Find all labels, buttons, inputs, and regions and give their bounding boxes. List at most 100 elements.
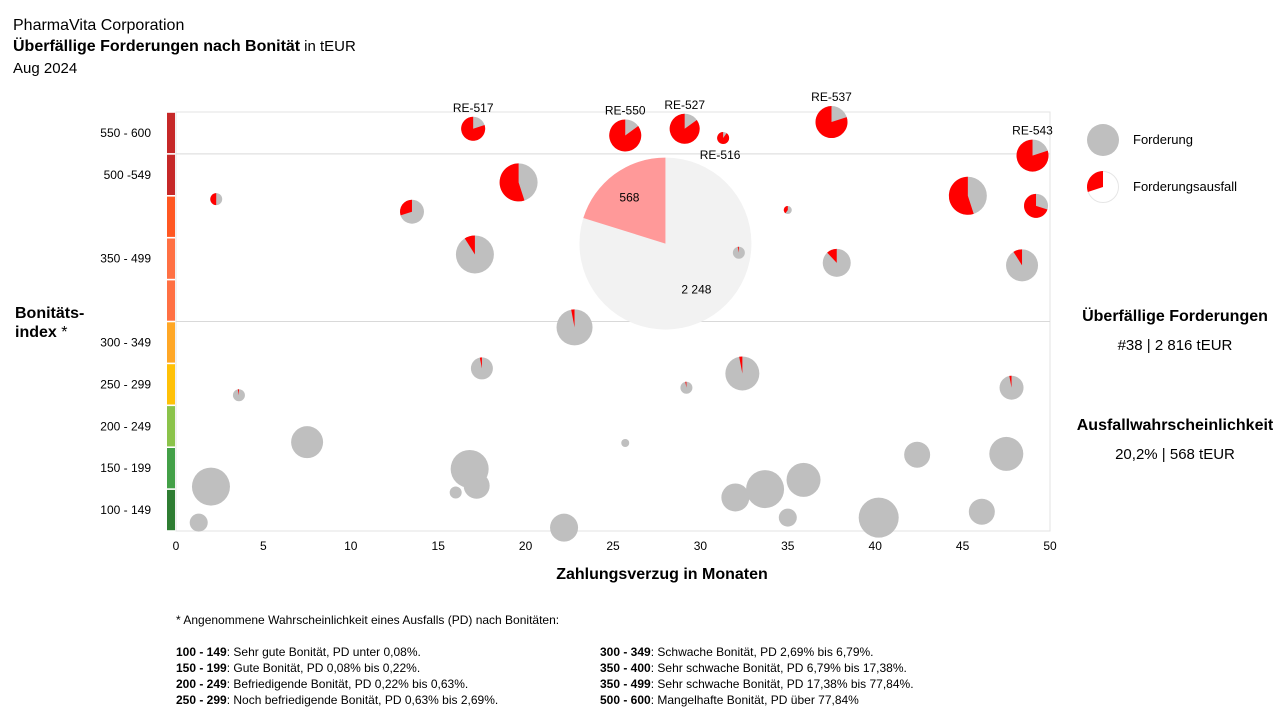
y-tick-label: 250 - 299 [100,377,151,391]
footnote-text: : Sehr schwache Bonität, PD 6,79% bis 17… [650,661,907,675]
y-tick-label: 350 - 499 [100,252,151,266]
data-bubble [470,357,493,380]
bubble-default-slice [739,356,743,374]
y-axis-title-line2: index [15,324,57,341]
x-tick-label: 45 [956,539,970,553]
data-bubble [399,199,424,224]
data-bubble [948,176,987,215]
data-bubble [191,467,230,506]
chart-unit: in tEUR [304,38,356,55]
y-tick-label: 300 - 349 [100,335,151,349]
bubble-default-slice [479,357,482,369]
y-tick-label: 100 - 149 [100,503,151,517]
bubble-default-slice [815,106,848,139]
bubble-receivable [778,508,797,527]
data-bubble [669,113,700,144]
highlight-default-label: 568 [619,191,639,205]
footnote-row: 300 - 349: Schwache Bonität, PD 2,69% bi… [600,644,914,660]
chart-title: Überfällige Forderungen nach Bonität in t… [13,36,356,58]
data-bubble [291,426,324,459]
footnote-range: 350 - 499 [600,677,651,691]
data-bubble [189,513,208,532]
data-bubble [786,462,821,497]
rating-band [167,238,175,279]
data-bubble [717,131,730,144]
footnote-row: 500 - 600: Mangelhafte Bonität, PD über … [600,692,914,708]
bubble-default-slice [783,206,788,214]
legend-default-icon [1086,171,1119,203]
rating-band [167,112,175,154]
bubble-receivable [455,235,494,274]
rating-band [167,364,175,405]
x-tick-label: 15 [432,539,446,553]
bubble-receivable [621,439,630,448]
company-name: PharmaVita Corporation [13,17,185,34]
report-header: PharmaVita Corporation Überfällige Forde… [13,16,356,80]
data-bubble [822,248,851,277]
bubble-default-slice [685,381,687,388]
footnote-text: : Gute Bonität, PD 0,08% bis 0,22%. [226,661,421,675]
data-bubble [989,436,1024,471]
bubble-receivable [463,472,490,499]
data-bubble [556,309,593,346]
bubble-receivable [989,436,1024,471]
bubble-default-slice [399,199,412,216]
footnote-row: 100 - 149: Sehr gute Bonität, PD unter 0… [176,644,498,660]
footnote: * Angenommene Wahrscheinlichkeit eines A… [176,612,1076,714]
data-bubble [858,497,899,538]
footnote-row: 350 - 400: Sehr schwache Bonität, PD 6,7… [600,660,914,676]
bubble-label: RE-550 [605,103,646,117]
data-bubble [721,483,750,512]
bubble-default-slice [1009,375,1012,388]
footnote-range: 500 - 600 [600,693,651,707]
bubble-label: RE-527 [664,98,705,112]
bubble-default-slice [717,131,730,144]
x-tick-label: 0 [173,539,180,553]
rating-band [167,489,175,531]
footnote-row: 200 - 249: Befriedigende Bonität, PD 0,2… [176,676,498,692]
data-bubble [904,441,931,468]
kpi-default-value: 20,2% | 568 tEUR [1115,446,1235,463]
rating-band [167,406,175,447]
bubble-receivable [550,513,579,542]
legend-receivable-icon [1087,124,1119,156]
y-axis-title-mark: * [61,324,68,341]
y-tick-label: 150 - 199 [100,461,151,475]
footnote-text: : Befriedigende Bonität, PD 0,22% bis 0,… [226,677,469,691]
footnote-text: : Sehr gute Bonität, PD unter 0,08%. [226,645,421,659]
bubble-receivable [449,486,462,499]
data-bubble [732,246,745,259]
bubble-receivable [904,441,931,468]
bubble-receivable [189,513,208,532]
y-tick-label: 550 - 600 [100,126,151,140]
bubble-default-slice [609,119,642,152]
bubble-receivable [746,470,785,509]
bubble-default-slice [737,246,739,253]
bubble-default-slice [499,163,525,202]
bubble-label: RE-516 [700,148,741,162]
bubble-receivable [858,497,899,538]
footnote-range: 250 - 299 [176,693,227,707]
footnote-row: 350 - 499: Sehr schwache Bonität, PD 17,… [600,676,914,692]
kpi-default-probability: Ausfallwahrscheinlichkeit 20,2% | 568 tE… [1070,416,1280,465]
data-bubble [815,106,848,139]
footnote-text: : Noch befriedigende Bonität, PD 0,63% b… [226,693,499,707]
kpi-default-title: Ausfallwahrscheinlichkeit [1076,417,1274,434]
data-bubble [1006,249,1039,282]
footnote-row: 150 - 199: Gute Bonität, PD 0,08% bis 0,… [176,660,498,676]
bubble-default-slice [464,235,475,255]
data-bubble [725,356,760,391]
y-tick-label: 500 -549 [104,168,152,182]
footnote-column-left: 100 - 149: Sehr gute Bonität, PD unter 0… [176,644,498,708]
data-bubble [609,119,642,152]
bubble-default-slice [827,248,837,263]
data-bubble [550,513,579,542]
data-bubble [210,193,223,206]
footnote-column-right: 300 - 349: Schwache Bonität, PD 2,69% bi… [600,644,914,708]
data-bubble [746,470,785,509]
x-tick-label: 30 [694,539,708,553]
footnote-range: 300 - 349 [600,645,651,659]
bubble-receivable [786,462,821,497]
rating-band [167,280,175,321]
